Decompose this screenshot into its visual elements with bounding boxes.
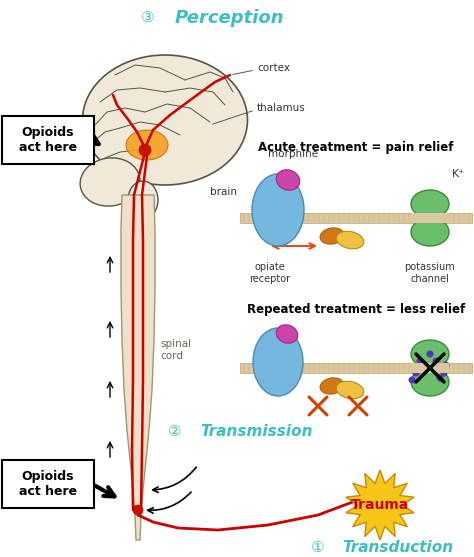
FancyBboxPatch shape (2, 116, 94, 164)
Text: Acute treatment = pain relief: Acute treatment = pain relief (258, 141, 454, 154)
Circle shape (440, 369, 447, 377)
Text: brain: brain (210, 187, 237, 197)
Text: ①: ① (311, 540, 325, 555)
Text: Transmission: Transmission (200, 424, 312, 439)
Text: morphine: morphine (268, 149, 318, 159)
Text: Perception: Perception (175, 9, 284, 27)
Ellipse shape (128, 181, 158, 219)
Ellipse shape (276, 170, 300, 190)
Ellipse shape (252, 174, 304, 246)
Circle shape (417, 358, 423, 364)
Text: Trauma: Trauma (351, 498, 409, 512)
Bar (240, 363, 472, 373)
Ellipse shape (320, 378, 344, 394)
Circle shape (409, 377, 416, 384)
Ellipse shape (411, 190, 449, 218)
Text: K⁺: K⁺ (452, 169, 465, 179)
Text: ②: ② (168, 424, 182, 439)
Text: Repeated treatment = less relief: Repeated treatment = less relief (247, 304, 465, 316)
FancyBboxPatch shape (2, 460, 94, 508)
Ellipse shape (411, 368, 449, 396)
Circle shape (432, 358, 439, 364)
Text: Opioids
act here: Opioids act here (19, 126, 77, 154)
Ellipse shape (336, 381, 364, 399)
Ellipse shape (336, 231, 364, 249)
Text: spinal
cord: spinal cord (160, 339, 191, 361)
Ellipse shape (411, 218, 449, 246)
Polygon shape (346, 470, 414, 540)
Text: Transduction: Transduction (342, 540, 453, 555)
Text: potassium
channel: potassium channel (405, 262, 456, 284)
Circle shape (420, 363, 428, 369)
Polygon shape (121, 195, 155, 540)
Bar (240, 213, 472, 223)
Circle shape (437, 374, 444, 382)
Bar (411, 363, 449, 373)
Circle shape (412, 369, 419, 377)
Text: opiate
receptor: opiate receptor (249, 262, 291, 284)
Ellipse shape (253, 328, 303, 396)
Ellipse shape (80, 158, 140, 206)
Text: cortex: cortex (257, 63, 290, 73)
Ellipse shape (82, 55, 247, 185)
Circle shape (427, 350, 434, 358)
Circle shape (139, 144, 151, 156)
Circle shape (430, 365, 438, 373)
Ellipse shape (126, 130, 168, 160)
Circle shape (443, 361, 449, 369)
Ellipse shape (276, 325, 298, 343)
Circle shape (133, 505, 143, 515)
Text: Opioids
act here: Opioids act here (19, 470, 77, 498)
Text: ③: ③ (141, 11, 155, 26)
Ellipse shape (320, 228, 344, 244)
Text: thalamus: thalamus (257, 103, 306, 113)
Bar (411, 213, 449, 223)
Ellipse shape (411, 340, 449, 368)
